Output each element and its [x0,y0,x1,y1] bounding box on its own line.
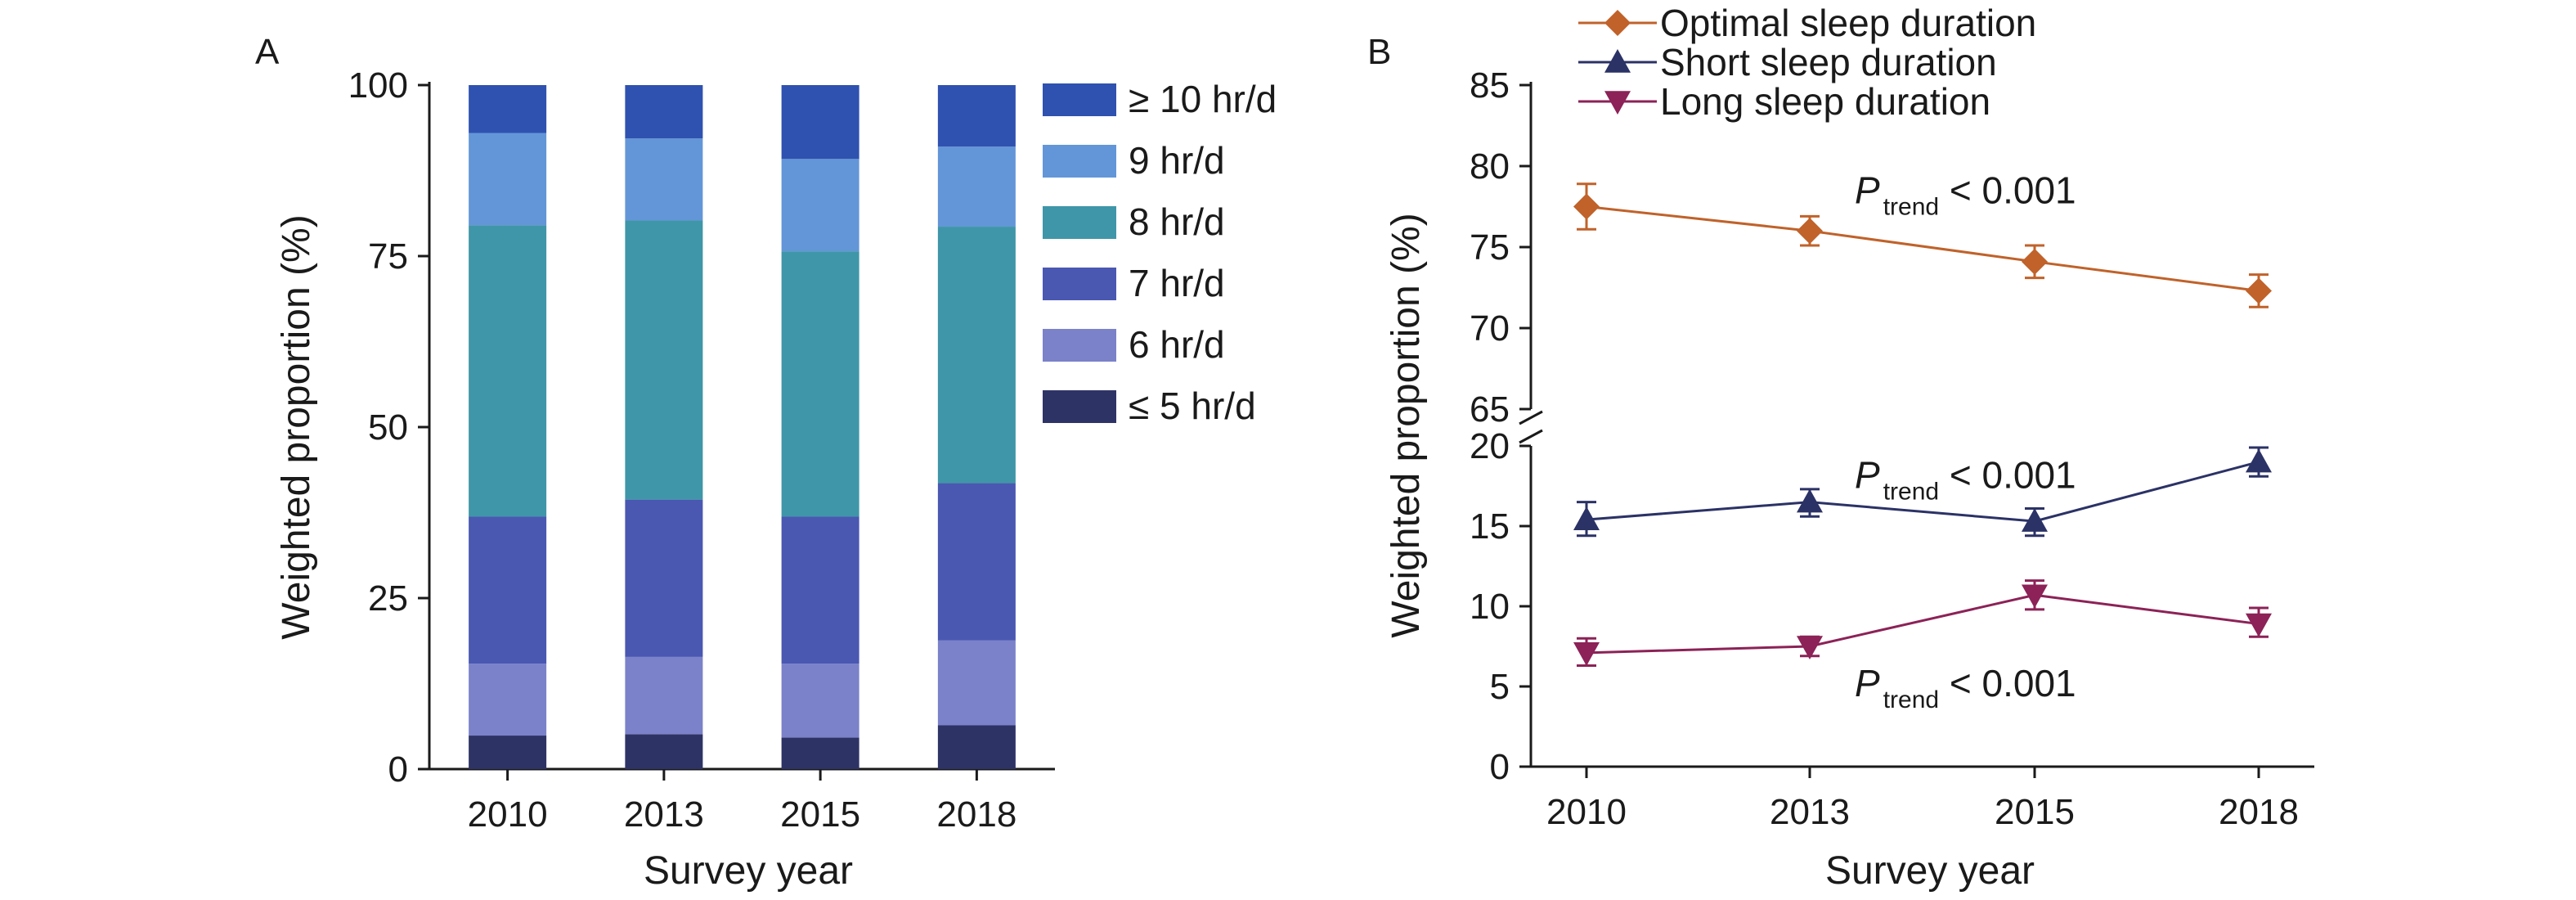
data-point [1573,506,1600,530]
legend-label: ≤ 5 hr/d [1129,385,1256,427]
legend-swatch [1043,329,1116,362]
y-tick-label-b: 80 [1470,146,1510,187]
bar-segment [781,664,859,738]
legend-swatch [1043,206,1116,239]
data-point [1797,218,1823,245]
legend-label: Short sleep duration [1660,41,1997,83]
bar-segment [937,85,1016,147]
bar-segment [781,85,859,160]
legend-swatch [1043,145,1116,178]
data-point [2022,584,2048,609]
bar-segment [781,251,859,517]
axis-break-mark [1519,410,1543,425]
legend-label: ≥ 10 hr/d [1129,78,1277,120]
legend-marker [1604,91,1631,115]
y-tick-label-b: 65 [1470,389,1510,430]
x-tick-label-a: 2010 [468,794,548,835]
x-tick-label-a: 2015 [780,794,860,835]
y-tick-label-a: 50 [368,407,408,448]
x-tick-label-a: 2018 [936,794,1016,835]
y-tick-label-b: 75 [1470,227,1510,268]
x-tick-label-b: 2013 [1770,792,1850,832]
series-line [1586,593,2260,655]
legend-swatch [1043,268,1116,300]
bar-segment [469,664,547,736]
legend-marker [1604,10,1631,36]
data-point [2246,277,2272,304]
data-point [2022,508,2048,532]
x-tick-label-a: 2013 [624,794,704,835]
data-point [1573,193,1600,220]
bar-segment [937,483,1016,641]
bar-segment [937,640,1016,726]
y-tick-label-b: 20 [1470,426,1510,466]
bar-segment [781,159,859,252]
y-tick-label-a: 75 [368,236,408,277]
x-axis-title-a: Survey year [644,849,853,893]
legend-label: Long sleep duration [1660,80,1990,123]
bar-segment [937,725,1016,769]
panel-label-b: B [1367,32,1391,72]
bar-segment [625,220,703,500]
legend-label: 7 hr/d [1129,262,1225,304]
legend-marker [1604,49,1631,73]
legend-swatch [1043,390,1116,423]
y-tick-label-b: 85 [1470,65,1510,106]
bar-segment [625,734,703,769]
legend-label: 8 hr/d [1129,200,1225,243]
stacked-bar-chart: 0 25 50 75 100 2010 2013 2015 2018 Survey year Wei… [275,65,1277,893]
axis-break-mark [1519,429,1543,444]
panel-label-a: A [255,32,280,72]
legend-label: 6 hr/d [1129,323,1225,366]
data-point [1797,488,1823,513]
bar-segment [469,133,547,226]
legend-swatch [1043,83,1116,116]
data-point [1797,636,1823,659]
series-line [1586,461,2260,523]
data-point [2246,448,2272,473]
bar-segment [469,736,547,769]
bar-segment [469,516,547,664]
x-axis-title-b: Survey year [1825,849,2035,893]
bar-segment [625,85,703,139]
y-tick-label-b: 70 [1470,308,1510,349]
bar-segment [625,656,703,735]
y-tick-label-b: 5 [1490,667,1510,707]
bar-segment [937,227,1016,484]
legend-label: Optimal sleep duration [1660,2,2036,44]
bar-segment [469,85,547,133]
bar-segment [625,138,703,221]
data-point [2246,613,2272,637]
legend-label: 9 hr/d [1129,139,1225,182]
bar-segment [625,499,703,657]
x-tick-label-b: 2015 [1995,792,2075,832]
y-tick-label-b: 0 [1490,747,1510,787]
series-line [1586,205,2260,292]
x-tick-label-b: 2018 [2219,792,2299,832]
bar-segment [781,516,859,664]
x-tick-label-b: 2010 [1546,792,1627,832]
data-point [1573,642,1600,666]
y-tick-label-a: 25 [368,578,408,619]
y-tick-label-a: 100 [348,65,408,106]
y-axis-title-a: Weighted proportion (%) [275,214,318,639]
bar-segment [781,737,859,769]
bar-segment [937,146,1016,227]
y-tick-label-a: 0 [388,749,408,790]
y-tick-label-b: 10 [1470,587,1510,627]
y-tick-label-b: 15 [1470,506,1510,547]
y-axis-title-b: Weighted proportion (%) [1384,213,1428,637]
bar-segment [469,225,547,517]
data-point [2022,248,2048,275]
